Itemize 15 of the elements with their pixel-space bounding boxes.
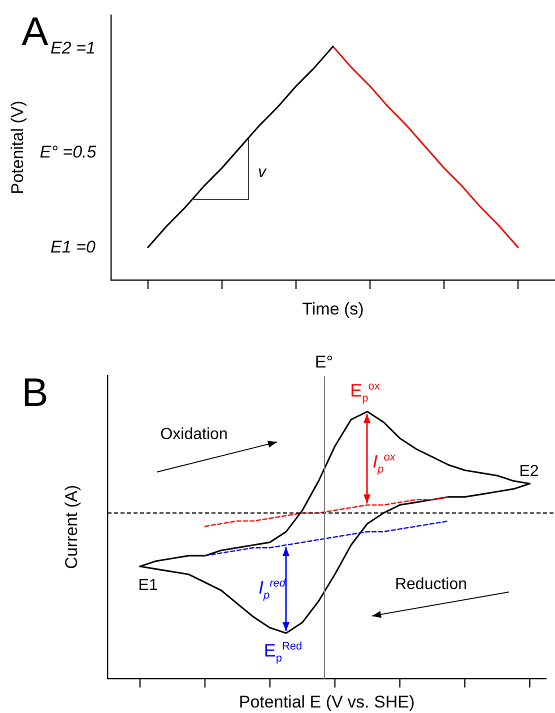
text: A: [22, 10, 48, 54]
annotation: v: [258, 164, 266, 181]
text: E°: [314, 352, 334, 372]
annotation: Oxidation: [160, 426, 228, 443]
annotation: E1: [138, 577, 158, 594]
text: E1 =0: [50, 238, 96, 256]
x-axis-title: Time (s): [302, 299, 364, 318]
annotation: Reduction: [394, 576, 468, 593]
y-axis-title: Potenital (V): [8, 100, 27, 194]
x-axis-title: Potential E (V vs. SHE): [238, 692, 415, 712]
annotation: E2: [519, 463, 539, 480]
text: E2 =1: [50, 38, 96, 58]
y-axis-title: Current (A): [62, 484, 81, 570]
text: B: [22, 371, 48, 415]
text: E° =0.5: [40, 142, 96, 162]
